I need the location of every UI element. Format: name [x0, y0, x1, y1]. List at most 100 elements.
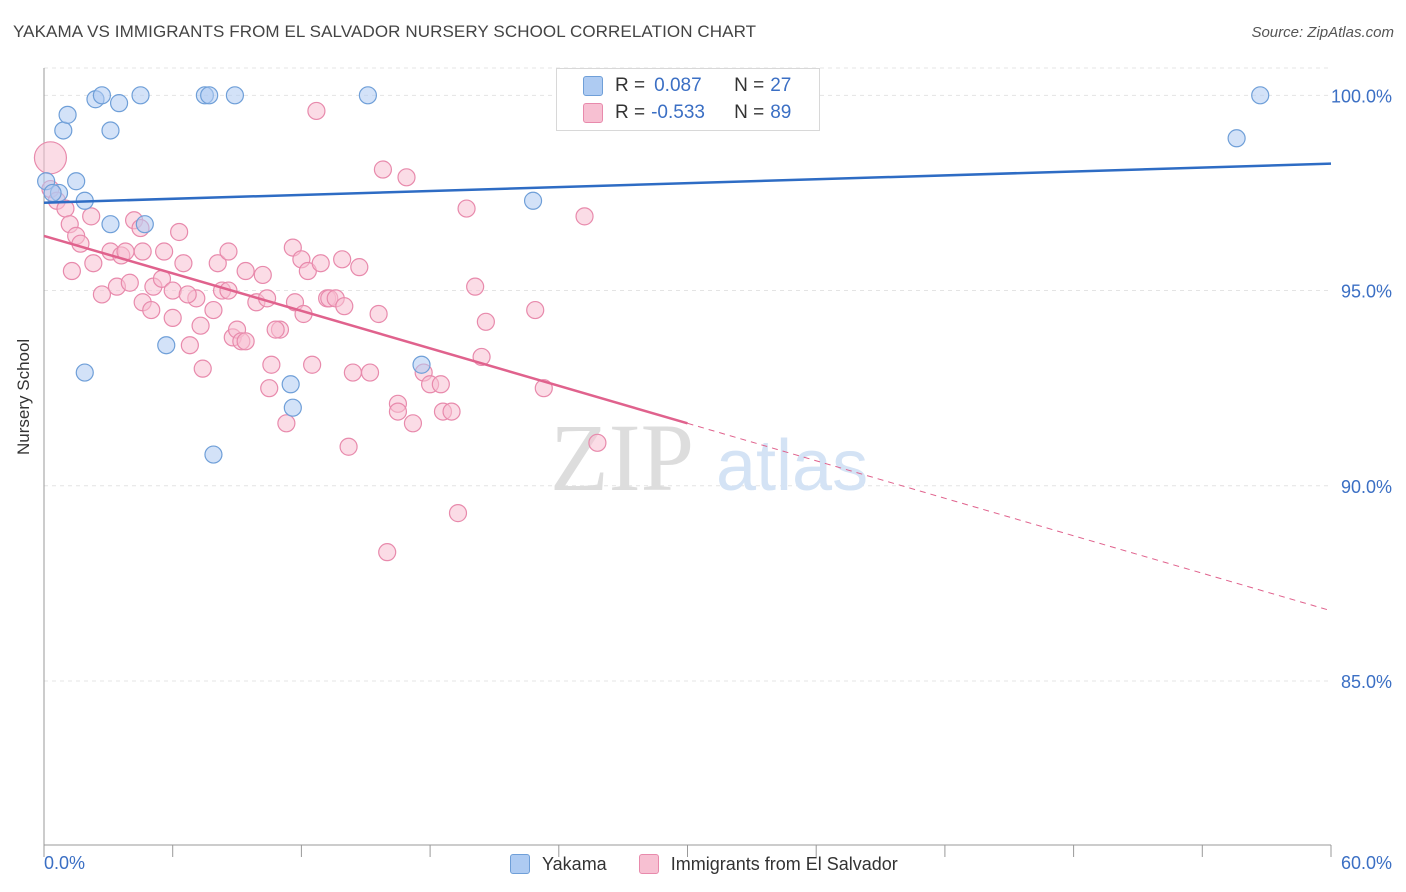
- y-axis-label: Nursery School: [14, 338, 33, 455]
- pink-point: [163, 308, 182, 327]
- pink-point: [397, 168, 416, 187]
- legend-n-value: 27: [770, 75, 792, 96]
- pink-point: [208, 254, 227, 273]
- pink-point: [369, 304, 388, 324]
- pink-point: [442, 402, 461, 421]
- pink-point: [526, 300, 545, 320]
- pink-point: [448, 504, 468, 523]
- chart-title: YAKAMA VS IMMIGRANTS FROM EL SALVADOR NU…: [13, 22, 757, 41]
- blue-point: [523, 191, 543, 210]
- pink-point: [262, 355, 281, 374]
- blue-point: [200, 86, 219, 105]
- pink-point: [84, 254, 103, 273]
- legend-row-el-salvador: R = -0.533 N = 89: [583, 101, 791, 125]
- pink-point: [575, 207, 594, 226]
- blue-point: [204, 445, 223, 464]
- pink-point: [388, 402, 408, 421]
- pink-point: [466, 277, 485, 296]
- blue-point: [1251, 86, 1270, 105]
- blue-point: [92, 86, 112, 105]
- x-tick-label-max: 60.0%: [1341, 853, 1392, 873]
- blue-point: [358, 86, 377, 105]
- pink-point: [92, 285, 112, 304]
- watermark-atlas: atlas: [716, 426, 868, 506]
- pink-point: [373, 160, 393, 179]
- pink-point: [133, 242, 152, 261]
- pink-point: [170, 222, 189, 242]
- legend-n-label: N =: [734, 75, 765, 96]
- pink-point: [193, 359, 212, 378]
- pink-point: [120, 273, 139, 292]
- pink-point: [236, 332, 255, 351]
- legend-swatch-yakama: [510, 854, 530, 874]
- pink-point: [260, 379, 279, 398]
- legend-n-value: 89: [770, 102, 792, 123]
- pink-point: [333, 250, 352, 269]
- blue-point: [157, 336, 176, 355]
- y-tick-label: 85.0%: [1341, 672, 1392, 692]
- pink-point: [307, 101, 326, 121]
- blue-point: [101, 215, 120, 234]
- series-el-salvador-points: [33, 101, 607, 562]
- pink-point: [431, 375, 450, 394]
- trend-lines: [43, 162, 1332, 612]
- blue-point: [135, 215, 154, 234]
- legend-row-yakama: R = 0.087 N = 27: [583, 74, 791, 98]
- blue-point: [283, 398, 302, 417]
- pink-point: [588, 433, 607, 452]
- legend-r-label: R =: [615, 75, 646, 96]
- legend-r-value: 0.087: [654, 75, 702, 96]
- legend-label-el-salvador: Immigrants from El Salvador: [670, 853, 898, 874]
- grid-lines: [44, 67, 1331, 682]
- legend-r-label: R =: [615, 102, 646, 123]
- blue-point: [281, 375, 300, 394]
- legend-label-yakama: Yakama: [542, 853, 607, 874]
- pink-point: [335, 297, 354, 316]
- pink-point: [253, 265, 272, 285]
- pink-point: [180, 336, 199, 355]
- source-label: Source: ZipAtlas.com: [1251, 24, 1394, 41]
- pink-point: [33, 141, 68, 175]
- pink-point: [360, 363, 380, 382]
- pink-point: [142, 300, 161, 320]
- pink-point: [339, 437, 358, 456]
- series-yakama-points: [37, 86, 1270, 464]
- pink-point: [350, 258, 369, 277]
- pink-point: [236, 261, 255, 281]
- pink-point: [191, 316, 210, 335]
- legend-swatch-pink: [583, 103, 603, 123]
- trend-line-el-salvador: [43, 234, 688, 425]
- legend-n-label: N =: [734, 102, 765, 123]
- series-legend: Yakama Immigrants from El Salvador: [510, 851, 930, 877]
- legend-item-el-salvador: Immigrants from El Salvador: [638, 853, 898, 875]
- pink-point: [163, 281, 182, 300]
- pink-point: [311, 254, 330, 273]
- blue-point: [412, 355, 431, 374]
- pink-point: [303, 355, 322, 374]
- y-tick-label: 95.0%: [1341, 282, 1392, 302]
- watermark-zip: ZIP: [550, 404, 694, 511]
- x-ticks: [43, 845, 1332, 857]
- trend-line-yakama: [43, 162, 1332, 204]
- blue-point: [54, 121, 73, 140]
- legend-item-yakama: Yakama: [510, 854, 607, 875]
- pink-point: [62, 261, 81, 281]
- blue-point: [109, 94, 129, 113]
- pink-point: [178, 285, 197, 304]
- legend-r-value: -0.533: [651, 102, 705, 123]
- blue-point: [1227, 129, 1246, 148]
- blue-point: [43, 183, 62, 203]
- legend-swatch-el-salvador: [638, 854, 659, 874]
- pink-point: [403, 414, 423, 433]
- correlation-legend: R = 0.087 N = 27 R = -0.533 N = 89: [556, 68, 820, 131]
- blue-point: [131, 86, 150, 105]
- blue-point: [58, 105, 77, 124]
- pink-point: [219, 242, 238, 261]
- blue-point: [75, 363, 94, 382]
- trend-line-el-salvador-extrapolated: [687, 422, 1332, 612]
- pink-point: [476, 312, 495, 331]
- y-tick-labels: 85.0% 90.0% 95.0% 100.0%: [1331, 86, 1392, 692]
- pink-point: [457, 199, 476, 218]
- pink-point: [266, 320, 285, 339]
